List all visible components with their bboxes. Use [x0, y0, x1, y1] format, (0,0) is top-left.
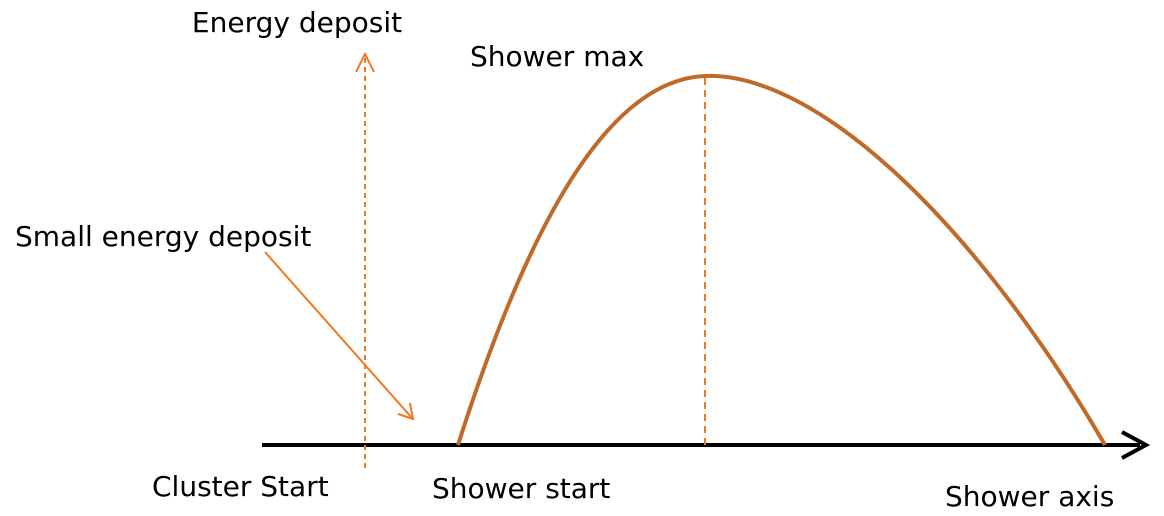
shower-max-label: Shower max	[470, 40, 644, 73]
small-deposit-pointer	[264, 251, 413, 419]
shower-axis-label: Shower axis	[945, 480, 1114, 513]
shower-profile	[456, 73, 1107, 447]
shower-axis-arrowhead	[1121, 430, 1151, 460]
energy-deposit-label: Energy deposit	[192, 6, 402, 39]
cluster-start-label: Cluster Start	[152, 470, 329, 503]
shower-start-label: Shower start	[432, 472, 610, 505]
energy-deposit-arrowhead	[355, 51, 375, 73]
small-deposit-arrowhead	[397, 402, 415, 421]
small-energy-deposit-label: Small energy deposit	[15, 220, 311, 253]
